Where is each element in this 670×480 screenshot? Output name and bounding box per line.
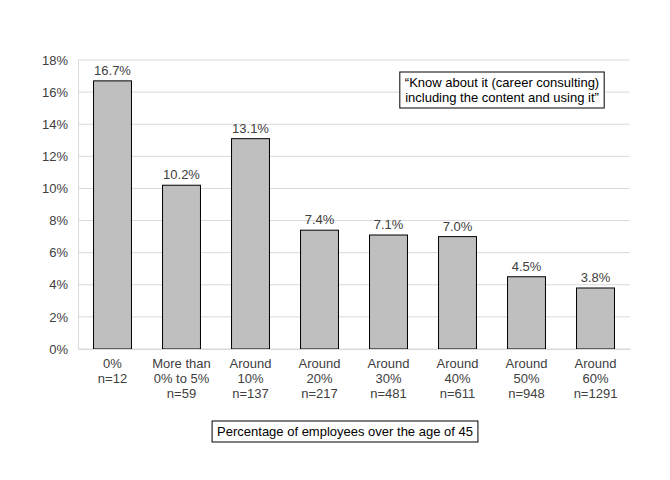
x-tick: More than0% to 5%n=59 [152,349,211,401]
grid-line [78,124,630,125]
x-axis-title-text: Percentage of employees over the age of … [217,424,473,439]
y-axis: 0% 2% 4% 6% 8% 10% 12% 14% 16% 18% [42,53,79,357]
data-labels: 16.7% 10.2% 13.1% 7.4% 7.1% 7.0% 4.5% 3.8% [94,63,611,285]
bar [577,288,615,349]
y-axis-line [78,61,79,350]
data-label: 10.2% [163,167,200,182]
y-tick-label: 0% [49,342,68,357]
x-tick-label: More than0% to 5%n=59 [152,356,211,401]
data-label: 13.1% [232,121,269,136]
grid-line [78,349,630,350]
data-label: 16.7% [94,63,131,78]
bars [94,81,615,349]
grid-line [78,156,630,157]
y-tick-label: 8% [49,213,68,228]
bar [94,81,132,349]
x-axis-title: Percentage of employees over the age of … [212,421,478,442]
annotation-text: “Know about it (career consulting)includ… [405,75,599,105]
y-tick: 10% [42,181,78,196]
bar [232,139,270,349]
bar [508,277,546,349]
y-tick: 12% [42,149,78,164]
y-tick: 2% [49,310,78,325]
y-tick-label: 4% [49,277,68,292]
y-tick-label: 18% [42,53,68,68]
x-tick: 0%n=12 [98,349,127,386]
chart: 0% 2% 4% 6% 8% 10% 12% 14% 16% 18% 0%n=12 More than… [0,0,670,480]
grid-line [78,284,630,285]
data-label: 7.4% [305,212,335,227]
x-tick-label: Around60%n=1291 [574,356,618,401]
y-tick-label: 12% [42,149,68,164]
bar [301,230,339,349]
x-tick: Around20%n=217 [299,349,341,401]
grid-line [78,252,630,253]
y-tick: 18% [42,53,78,68]
x-tick: Around30%n=481 [368,349,410,401]
y-tick: 8% [49,213,78,228]
x-tick-label: Around20%n=217 [299,356,341,401]
y-tick: 14% [42,117,78,132]
x-tick-label: Around30%n=481 [368,356,410,401]
y-tick: 6% [49,245,78,260]
x-tick-label: Around10%n=137 [230,356,272,401]
x-tick-label: 0%n=12 [98,356,127,386]
y-tick-label: 14% [42,117,68,132]
y-tick: 4% [49,277,78,292]
grid-line [78,60,630,61]
x-axis: 0%n=12 More than0% to 5%n=59 Around10%n=13… [79,349,631,401]
bar [439,237,477,349]
x-axis-title-box [212,421,478,442]
grid-line [78,316,630,317]
data-label: 7.1% [374,217,404,232]
bar [163,185,201,349]
x-tick: Around50%n=948 [506,349,548,401]
data-label: 3.8% [581,270,611,285]
x-tick: Around40%n=611 [437,349,479,401]
x-tick-label: Around50%n=948 [506,356,548,401]
y-tick-label: 2% [49,310,68,325]
annotation-box [400,72,604,108]
x-tick: Around60%n=1291 [574,349,618,401]
data-label: 7.0% [443,219,473,234]
y-tick-label: 16% [42,85,68,100]
x-axis-line [79,349,631,350]
y-tick-label: 6% [49,245,68,260]
y-tick: 16% [42,85,78,100]
y-tick-label: 10% [42,181,68,196]
plot: 0% 2% 4% 6% 8% 10% 12% 14% 16% 18% 0%n=12 More than… [42,53,631,401]
x-tick: Around10%n=137 [230,349,272,401]
grid-line [78,188,630,189]
x-tick-label: Around40%n=611 [437,356,479,401]
grid [78,60,630,349]
annotation: “Know about it (career consulting)includ… [400,72,604,108]
data-label: 4.5% [512,259,542,274]
bar [370,235,408,349]
y-tick: 0% [49,342,78,357]
grid-line [78,220,630,221]
